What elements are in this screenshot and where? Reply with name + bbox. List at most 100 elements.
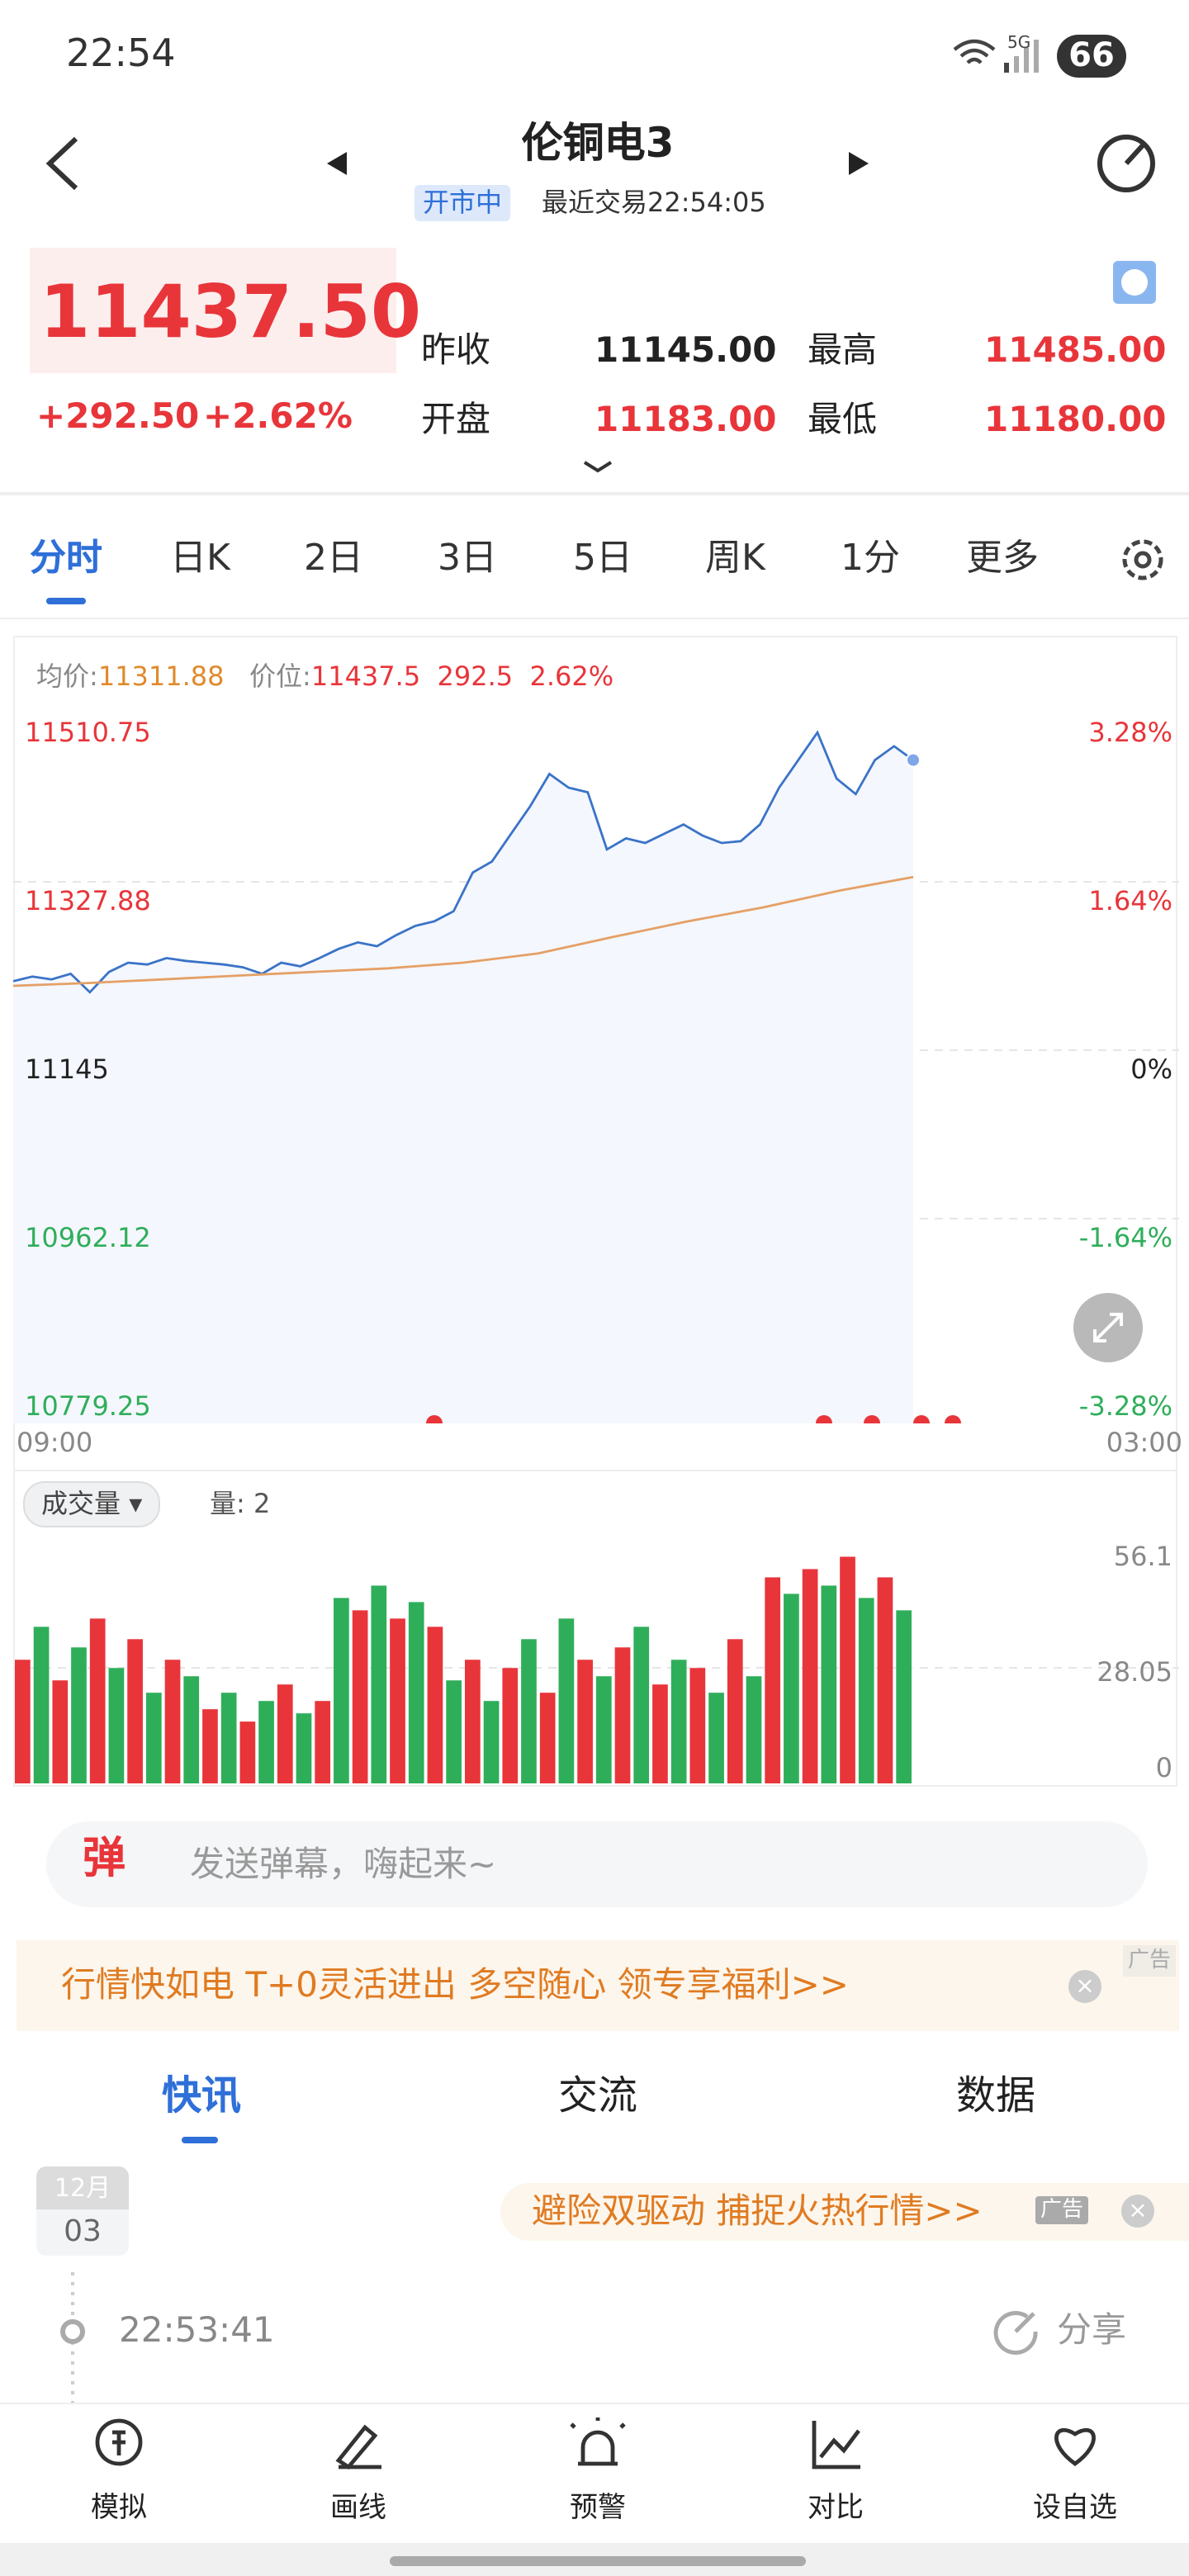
volume-bar: [127, 1639, 143, 1783]
volume-bar: [427, 1627, 443, 1783]
share-icon[interactable]: [991, 2307, 1040, 2356]
volume-bar: [258, 1701, 274, 1783]
volume-bar: [821, 1585, 837, 1783]
ad-close[interactable]: ×: [1068, 1970, 1101, 2003]
volume-bar: [595, 1676, 612, 1783]
avg-line: [13, 875, 914, 987]
volume-bar: [896, 1610, 912, 1783]
settings[interactable]: [1116, 533, 1169, 586]
period-tab[interactable]: 1分: [841, 538, 900, 580]
tab-underline: [46, 598, 86, 604]
y-tick-label: 0: [1156, 1752, 1172, 1783]
volume-chart: 0 28.05 56.1: [13, 1541, 1179, 1783]
volume-bar: [539, 1693, 556, 1783]
danmaku-icon: 弹: [83, 1835, 126, 1884]
bottom-nav: [0, 2403, 1189, 2545]
volume-bar: [390, 1618, 405, 1783]
next[interactable]: [849, 152, 869, 175]
volume-bar: [670, 1660, 687, 1783]
nav-item[interactable]: 预警: [570, 2492, 626, 2525]
nav-item[interactable]: 画线: [330, 2492, 386, 2525]
volume-bar: [765, 1577, 781, 1783]
expand[interactable]: [581, 459, 614, 476]
x-label: 09:00: [17, 1427, 93, 1458]
share[interactable]: 分享: [1057, 2310, 1126, 2350]
field-value: 11145.00: [594, 330, 777, 370]
volume-bar: [296, 1713, 312, 1783]
volume-bar: [614, 1647, 631, 1783]
back[interactable]: [45, 136, 78, 191]
volume-bar: [145, 1693, 162, 1783]
volume-selector[interactable]: 成交量 ▾: [23, 1481, 161, 1527]
volume-bar: [15, 1660, 31, 1783]
price-chart: 11510.75 3.28% 11327.88 1.64% 11145 0% 10962.1…: [13, 717, 1179, 1423]
volume-bar: [183, 1676, 200, 1783]
chart-info: 均价:11311.88 价位:11437.5 292.5 2.62%: [36, 661, 614, 692]
news-tab[interactable]: 交流: [558, 2072, 637, 2119]
ad-text: 行情快如电 T+0灵活进出 多空随心 领专享福利>>: [61, 1965, 849, 2005]
news-tab[interactable]: 快讯: [162, 2072, 241, 2119]
volume-bar: [858, 1598, 874, 1783]
news-time: 22:53:41: [119, 2310, 275, 2350]
change-pct: 2.62%: [529, 661, 614, 692]
volume-bar: [840, 1556, 855, 1783]
period-tab[interactable]: 周K: [705, 538, 765, 580]
field-label: 昨收: [421, 330, 490, 370]
last-point: [906, 752, 921, 768]
y2-tick-label: 0%: [1130, 1054, 1172, 1085]
volume-bar: [239, 1721, 256, 1783]
volume-bar: [502, 1668, 519, 1783]
period-tab[interactable]: 分时: [30, 538, 103, 580]
y2-tick-label: 3.28%: [1088, 717, 1172, 748]
volume-bar: [446, 1680, 462, 1783]
nav-item[interactable]: 对比: [808, 2492, 864, 2525]
y2-tick-label: 1.64%: [1088, 885, 1172, 916]
period-tab[interactable]: 更多: [966, 538, 1040, 580]
nav-item[interactable]: 设自选: [1033, 2492, 1117, 2525]
header-icons: [45, 135, 1155, 192]
period-tab[interactable]: 5日: [573, 538, 632, 580]
period-tab[interactable]: 日K: [170, 538, 230, 580]
title: 伦铜电3: [521, 119, 675, 167]
volume-bar: [465, 1660, 481, 1783]
nav-icons: [95, 2417, 1096, 2470]
nav-item[interactable]: 模拟: [91, 2492, 147, 2525]
volume-bar: [315, 1701, 331, 1783]
x-label: 03:00: [1106, 1427, 1182, 1458]
field-value: 11183.00: [594, 400, 777, 439]
danmaku-input[interactable]: [46, 1821, 1148, 1907]
period-tab[interactable]: 2日: [304, 538, 363, 580]
news-tab[interactable]: 数据: [956, 2072, 1035, 2119]
field-value: 11485.00: [984, 330, 1167, 370]
volume-bar: [521, 1639, 537, 1783]
change: +292.50: [36, 396, 200, 436]
home-indicator: [390, 2556, 806, 2566]
volume-bar: [352, 1610, 368, 1783]
divider: [0, 618, 1189, 619]
ad-banner[interactable]: [17, 1940, 1179, 2031]
news-ad-close[interactable]: ×: [1121, 2195, 1154, 2228]
period-tab[interactable]: 3日: [438, 538, 497, 580]
chart-icon[interactable]: [1113, 261, 1156, 304]
volume-bar: [408, 1602, 424, 1783]
price-area: [13, 732, 913, 1423]
y-tick-label: 11510.75: [25, 717, 151, 748]
refresh[interactable]: [1097, 135, 1155, 192]
volume-subtitle: 量: 2: [210, 1488, 271, 1519]
prev[interactable]: [327, 152, 347, 175]
field-value: 11180.00: [984, 400, 1167, 439]
network: 5G: [1007, 35, 1031, 53]
volume-bar: [334, 1598, 349, 1783]
volume-bar: [220, 1693, 237, 1783]
volume-bar: [164, 1660, 181, 1783]
news-ad-tag: 广告: [1035, 2196, 1089, 2224]
price-bg: [30, 248, 396, 373]
y-tick-label: 11145: [25, 1054, 109, 1085]
volume-bar: [708, 1693, 724, 1783]
volume-bar: [558, 1618, 575, 1783]
status-icons: [953, 35, 1126, 78]
y-tick-label: 56.1: [1114, 1541, 1172, 1572]
battery: 66: [1068, 35, 1115, 74]
volume-bar: [784, 1593, 799, 1783]
